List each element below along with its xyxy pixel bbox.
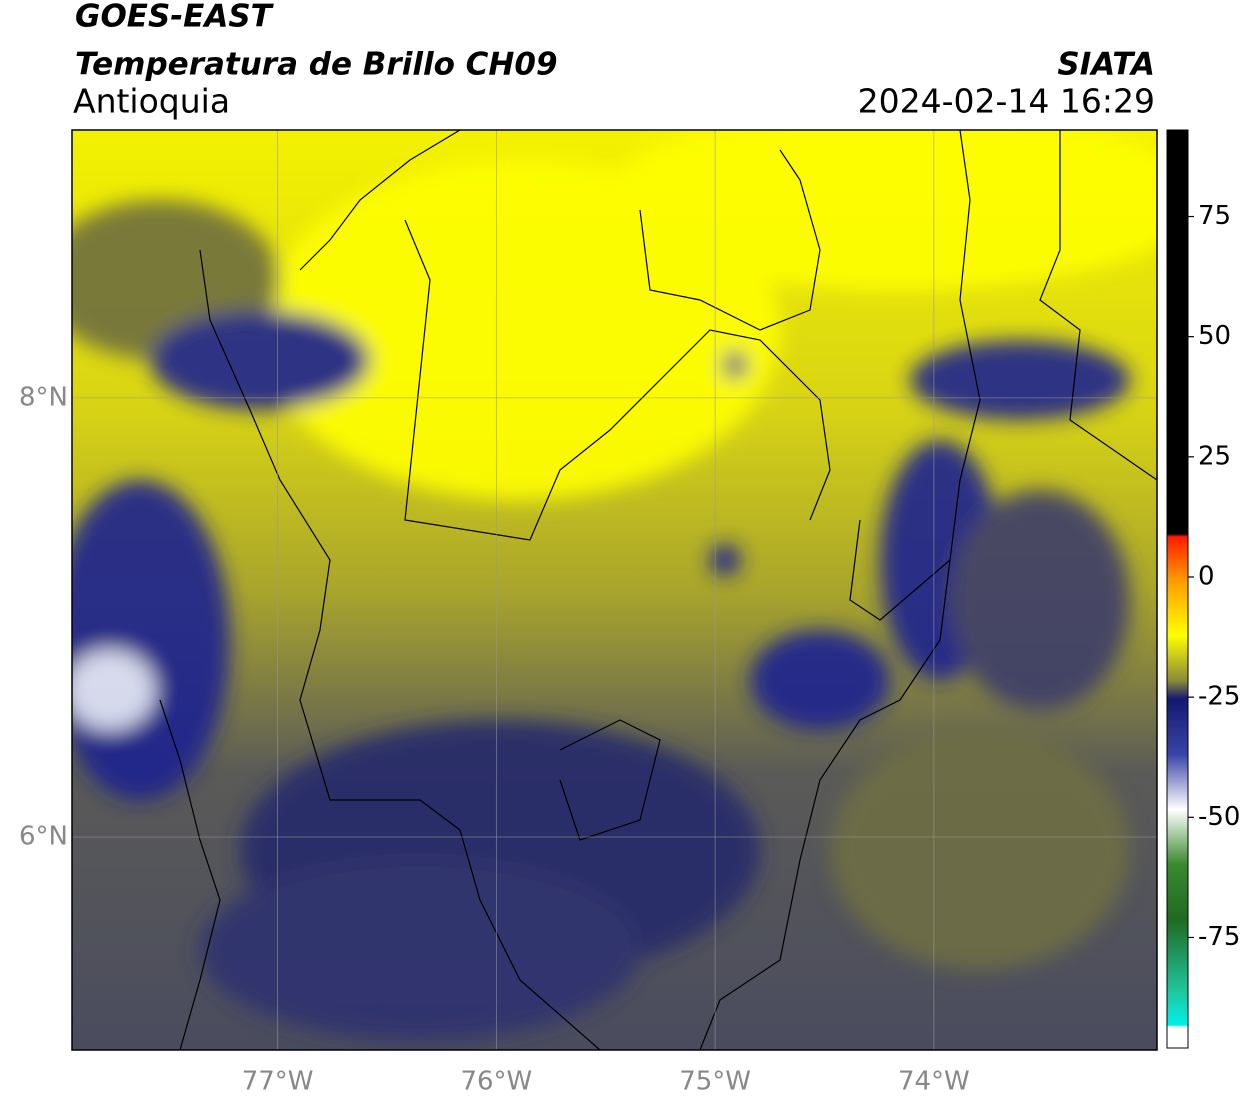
colorbar-tick-label: -75 (1198, 922, 1240, 952)
datetime: 2024-02-14 16:29 (858, 82, 1155, 121)
title: GOES-EAST (75, 0, 275, 35)
colorbar-tick-label: 50 (1198, 321, 1231, 351)
grid (72, 130, 1157, 1050)
region: Antioquia (73, 82, 230, 121)
source: SIATA (1057, 47, 1155, 83)
x-tick-label: 76°W (460, 1067, 532, 1097)
colorbar-tick-label: 25 (1198, 441, 1231, 471)
colorbar (1166, 129, 1189, 1049)
colorbar-tick-label: 0 (1198, 561, 1215, 591)
y-tick-label: 8°N (19, 382, 68, 412)
colorbar-tick-label: -50 (1198, 802, 1240, 832)
x-tick-label: 77°W (242, 1067, 314, 1097)
x-tick-label: 74°W (898, 1067, 970, 1097)
colorbar-tick-label: 75 (1198, 201, 1231, 231)
map-frame (71, 129, 1158, 1051)
y-tick-label: 6°N (19, 822, 68, 852)
subtitle: Temperatura de Brillo CH09 (75, 47, 558, 83)
colorbar-tick-label: -25 (1198, 682, 1240, 712)
x-tick-label: 75°W (679, 1067, 751, 1097)
map-image (72, 130, 1157, 1050)
